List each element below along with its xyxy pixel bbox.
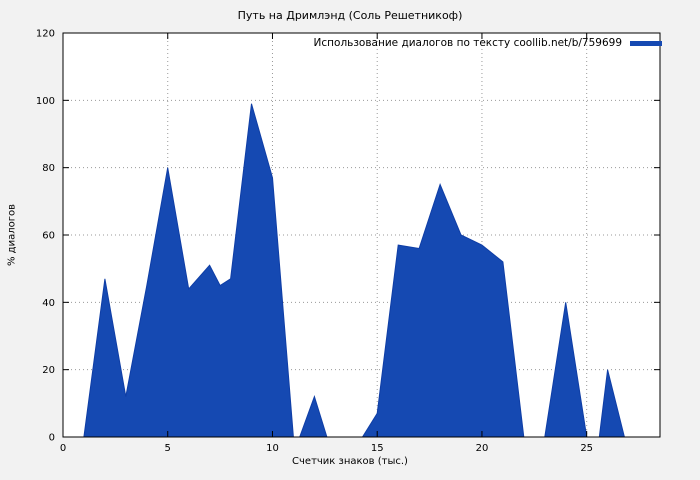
- y-tick-label: 60: [42, 231, 55, 242]
- legend-label: Использование диалогов по тексту coollib…: [313, 37, 622, 49]
- x-tick-label: 5: [165, 443, 171, 454]
- x-tick-label: 25: [580, 443, 593, 454]
- x-tick-label: 15: [371, 443, 384, 454]
- legend-swatch: [630, 40, 662, 46]
- y-axis-label: % диалогов: [6, 204, 18, 266]
- y-tick-label: 80: [42, 163, 55, 174]
- y-tick-label: 0: [49, 433, 55, 444]
- y-tick-label: 120: [36, 29, 55, 40]
- legend: Использование диалогов по тексту coollib…: [314, 37, 662, 49]
- x-tick-label: 20: [476, 443, 489, 454]
- chart-title: Путь на Дримлэнд (Соль Решетникоф): [237, 9, 463, 22]
- x-tick-label: 10: [266, 443, 279, 454]
- y-tick-label: 20: [42, 365, 55, 376]
- x-tick-label: 0: [60, 443, 66, 454]
- y-tick-label: 100: [36, 96, 55, 107]
- x-axis-label: Счетчик знаков (тыс.): [292, 456, 408, 467]
- y-tick-label: 40: [42, 298, 55, 309]
